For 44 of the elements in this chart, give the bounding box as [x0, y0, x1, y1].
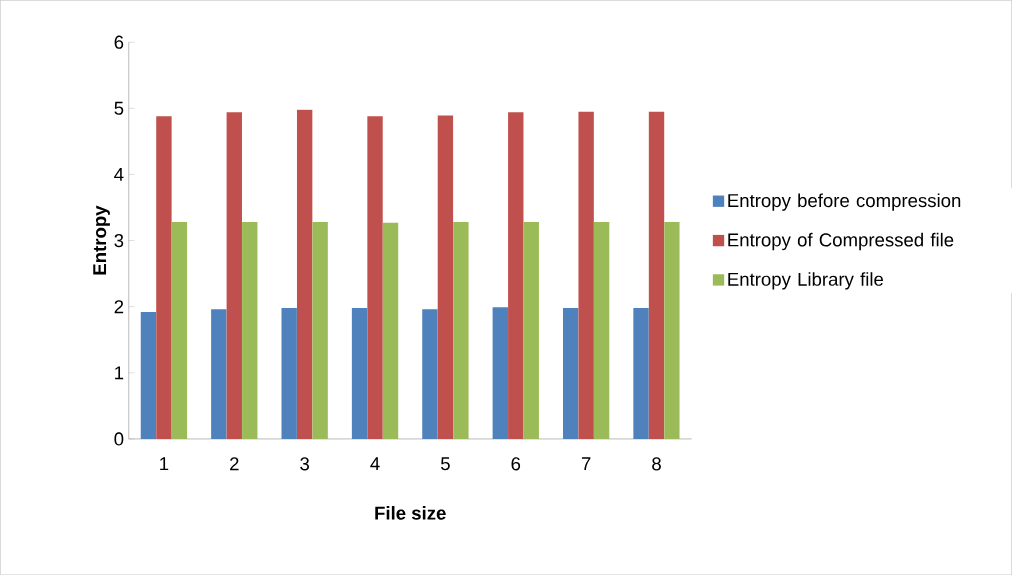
x-tick-label: 2: [230, 457, 239, 471]
bar: [453, 221, 469, 439]
legend-label: Entropy Library file: [728, 272, 884, 290]
y-tick-label: 1: [115, 366, 124, 380]
y-tick-label: 2: [114, 300, 124, 314]
x-tick-label: 7: [581, 457, 591, 470]
bar: [382, 222, 399, 439]
bar: [171, 221, 188, 439]
x-tick-label: 1: [160, 457, 169, 470]
bar: [492, 307, 508, 439]
y-axis-title: Entropy: [93, 205, 110, 275]
bar: [633, 307, 649, 439]
bar: [508, 112, 524, 439]
x-tick-label: 3: [300, 457, 310, 471]
bar: [648, 111, 665, 439]
y-tick-label: 6: [114, 35, 124, 49]
bar: [226, 112, 242, 439]
bar: [281, 307, 297, 439]
y-tick-label: 0: [114, 432, 124, 446]
bar: [593, 221, 610, 439]
bar: [437, 115, 454, 439]
legend-label: Entropy before compression: [728, 193, 961, 211]
bar: [351, 307, 368, 439]
bar: [523, 221, 539, 439]
x-tick-label: 6: [511, 457, 521, 471]
x-tick-label: 5: [440, 457, 450, 471]
bar: [562, 307, 579, 439]
bar: [578, 111, 594, 439]
bar: [422, 309, 438, 439]
bar: [296, 109, 313, 439]
bar: [211, 309, 227, 439]
y-tick-label: 5: [114, 101, 124, 115]
bar: [312, 221, 328, 439]
bar: [140, 311, 157, 439]
bar: [664, 221, 680, 439]
x-tick-label: 4: [370, 457, 380, 470]
bar: [367, 116, 383, 439]
x-axis-title: File size: [375, 505, 446, 520]
x-tick-label: 8: [652, 457, 661, 471]
legend-label: Entropy of Compressed file: [728, 232, 954, 251]
bar: [156, 116, 172, 439]
bar: [242, 221, 258, 439]
y-tick-label: 3: [114, 233, 124, 248]
y-tick-label: 4: [114, 167, 124, 181]
